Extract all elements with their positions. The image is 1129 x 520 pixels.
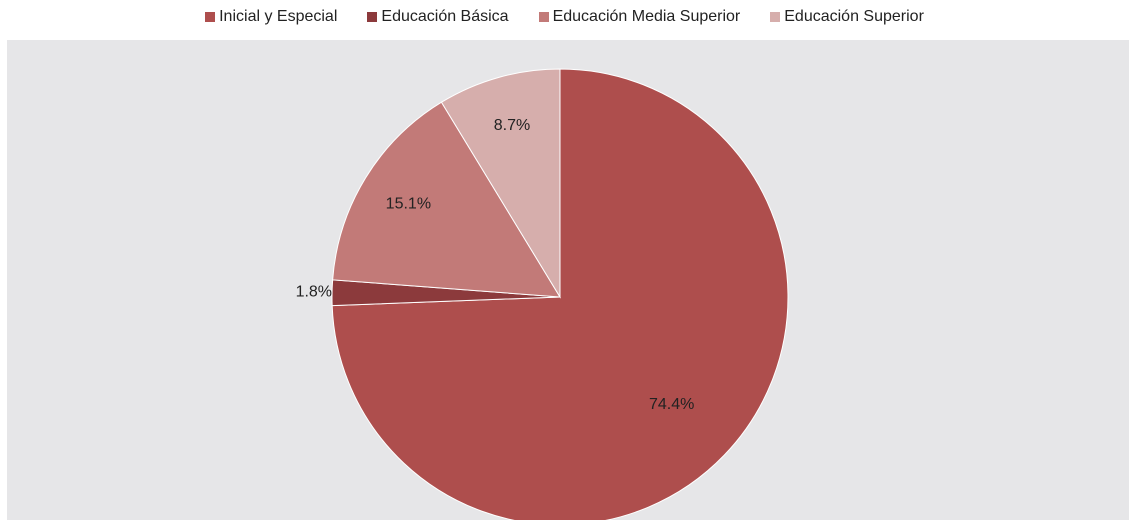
legend-item-superior: Educación Superior [770, 8, 924, 26]
pie-chart: 74.4% 1.8% 15.1% 8.7% [296, 68, 789, 520]
slice-label-superior: 8.7% [494, 117, 530, 134]
legend-label-inicial: Inicial y Especial [219, 8, 338, 25]
legend-swatch-basica [367, 12, 378, 22]
pie-slice-superior [440, 68, 561, 299]
legend-swatch-superior [770, 12, 781, 22]
legend-item-inicial: Inicial y Especial [205, 8, 337, 26]
pie-slice-media-superior [332, 101, 561, 298]
slice-label-inicial: 74.4% [649, 396, 694, 413]
legend-swatch-inicial [205, 12, 216, 22]
slice-label-media-superior: 15.1% [386, 195, 431, 212]
chart-legend: Inicial y Especial Educación Básica Educ… [0, 8, 1129, 26]
legend-item-basica: Educación Básica [367, 8, 509, 26]
legend-item-media-superior: Educación Media Superior [538, 8, 741, 26]
legend-swatch-media-superior [538, 12, 549, 22]
slice-label-basica: 1.8% [296, 284, 332, 301]
legend-label-media-superior: Educación Media Superior [552, 8, 741, 25]
legend-label-superior: Educación Superior [784, 8, 924, 25]
legend-label-basica: Educación Básica [381, 8, 509, 25]
plot-area: 74.4% 1.8% 15.1% 8.7% [7, 40, 1129, 520]
